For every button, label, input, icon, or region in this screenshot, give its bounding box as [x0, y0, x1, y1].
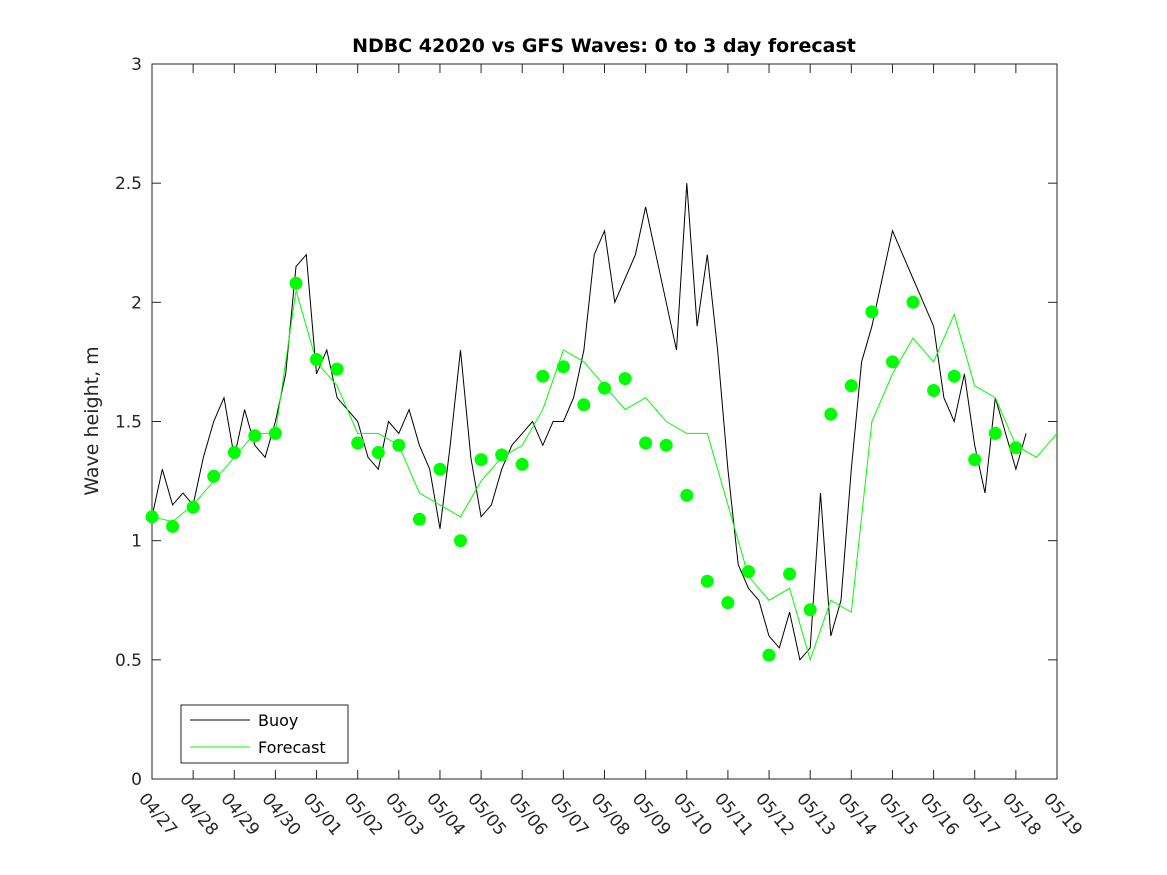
legend-box — [180, 704, 349, 764]
legend-buoy-label: Buoy — [258, 711, 298, 730]
forecast-marker — [803, 603, 817, 617]
chart-title: NDBC 42020 vs GFS Waves: 0 to 3 day fore… — [352, 35, 856, 57]
forecast-marker — [947, 369, 961, 383]
forecast-marker — [927, 384, 941, 397]
forecast-marker — [1009, 441, 1023, 455]
y-tick-label: 1 — [131, 532, 142, 552]
y-tick-label: 1.5 — [115, 413, 142, 433]
forecast-marker — [556, 360, 570, 374]
forecast-marker-layer — [145, 276, 1023, 662]
forecast-marker — [865, 305, 879, 319]
forecast-marker — [433, 462, 447, 476]
y-axis-label: Wave height, m — [81, 346, 103, 495]
forecast-marker — [412, 512, 426, 526]
forecast-marker — [968, 453, 982, 467]
forecast-marker — [310, 353, 323, 366]
forecast-marker — [248, 429, 262, 443]
y-tick-label: 3 — [131, 55, 142, 75]
forecast-marker — [577, 398, 591, 412]
y-tick-label: 0 — [131, 770, 142, 790]
forecast-marker — [227, 446, 241, 459]
y-tick-label: 2 — [131, 293, 142, 313]
forecast-marker — [721, 596, 735, 610]
forecast-marker — [844, 379, 858, 393]
forecast-marker — [700, 574, 714, 588]
forecast-marker — [371, 446, 385, 459]
forecast-marker — [639, 436, 653, 450]
forecast-marker — [618, 372, 632, 386]
forecast-marker — [515, 457, 529, 471]
legend-forecast-label: Forecast — [258, 738, 326, 757]
forecast-marker — [536, 369, 550, 383]
forecast-marker — [351, 436, 365, 450]
forecast-marker — [598, 381, 611, 395]
series-line-buoy — [151, 183, 1027, 661]
forecast-marker — [145, 510, 159, 524]
forecast-marker — [268, 426, 282, 440]
forecast-marker — [186, 500, 200, 514]
forecast-marker — [207, 469, 221, 483]
forecast-marker — [742, 565, 755, 579]
forecast-marker — [392, 438, 406, 452]
forecast-marker — [783, 567, 797, 581]
y-tick-label: 0.5 — [115, 651, 142, 671]
forecast-marker — [762, 648, 776, 662]
forecast-marker — [166, 519, 180, 533]
forecast-marker — [906, 295, 920, 309]
forecast-marker — [824, 407, 838, 421]
forecast-marker — [659, 438, 673, 452]
forecast-marker — [680, 488, 694, 502]
forecast-marker — [495, 448, 509, 462]
forecast-marker — [289, 276, 303, 290]
forecast-marker — [454, 534, 467, 548]
forecast-marker — [474, 453, 488, 467]
forecast-marker — [330, 362, 344, 376]
legend: Buoy Forecast — [180, 704, 349, 764]
y-tick-label: 2.5 — [115, 174, 142, 194]
plot-area — [151, 63, 1058, 780]
forecast-marker — [988, 426, 1002, 440]
forecast-marker — [886, 355, 899, 369]
